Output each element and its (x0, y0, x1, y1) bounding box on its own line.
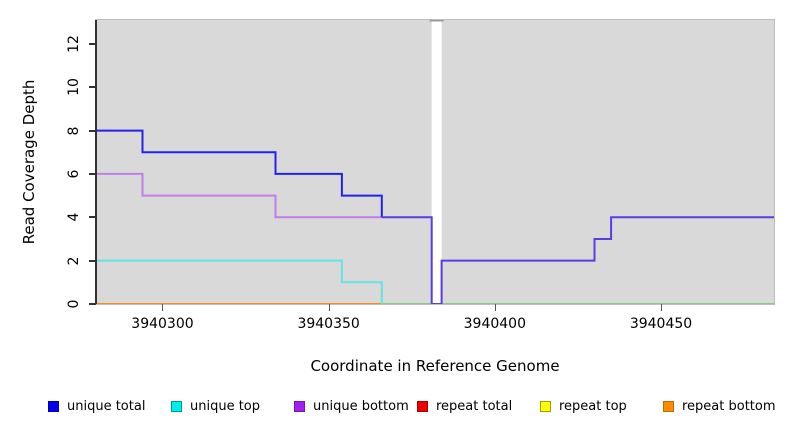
series-line-unique-bottom-left (96, 172, 382, 219)
series-line-unique-total-right-overlap (381, 216, 774, 304)
gap-top-cap (429, 20, 444, 22)
y-axis-title-text: Read Coverage Depth (20, 79, 38, 245)
x-tick-label: 3940450 (629, 316, 693, 332)
x-tick-label: 3940300 (131, 316, 194, 332)
legend-item-unique-top: unique top (171, 399, 294, 414)
y-tick-label-text: 2 (66, 256, 82, 266)
legend-label: unique total (67, 399, 146, 414)
y-tick-mark (89, 216, 96, 219)
legend-swatch-unique-top-icon (171, 401, 182, 412)
y-tick-label-text: 6 (66, 169, 82, 179)
y-tick-label-text: 10 (66, 78, 82, 97)
series-line-unique-top-left (96, 259, 383, 304)
coverage-plot-svg (96, 20, 774, 304)
y-axis-line (95, 20, 97, 304)
legend-label: repeat bottom (682, 399, 776, 414)
y-tick-mark (89, 42, 96, 45)
x-tick-mark (494, 304, 496, 311)
y-tick-mark (89, 303, 96, 305)
legend: unique total unique top unique bottom repea… (48, 399, 786, 414)
y-tick-label-text: 4 (66, 212, 82, 222)
legend-label: repeat top (559, 399, 627, 414)
y-tick-label-text: 0 (66, 299, 82, 309)
x-tick-mark (661, 304, 662, 311)
legend-swatch-repeat-top-icon (540, 401, 551, 412)
x-axis-title: Coordinate in Reference Genome (310, 357, 560, 375)
legend-item-repeat-top: repeat top (540, 399, 663, 414)
y-tick-mark (89, 259, 96, 262)
plot-area (95, 19, 775, 305)
y-tick-mark (89, 129, 96, 132)
x-tick-mark (328, 304, 330, 311)
legend-item-unique-total: unique total (48, 399, 171, 414)
legend-label: unique top (190, 399, 261, 414)
no-data-gap-band (431, 20, 442, 304)
x-tick-label: 3940350 (297, 316, 360, 332)
legend-swatch-repeat-total-icon (417, 401, 428, 412)
legend-label: repeat total (436, 399, 513, 414)
series-line-unique-total-left (96, 129, 383, 218)
legend-item-repeat-total: repeat total (417, 399, 540, 414)
legend-swatch-unique-bottom-icon (294, 401, 305, 412)
legend-item-repeat-bottom: repeat bottom (663, 399, 786, 414)
x-tick-mark (162, 304, 164, 311)
y-tick-label-text: 8 (66, 126, 82, 136)
legend-swatch-repeat-bottom-icon (663, 401, 674, 412)
x-tick-label: 3940400 (463, 316, 526, 332)
y-tick-label-text: 12 (66, 34, 82, 53)
y-tick-mark (89, 172, 96, 175)
legend-item-unique-bottom: unique bottom (294, 399, 417, 414)
legend-swatch-unique-total-icon (48, 401, 59, 412)
y-tick-mark (89, 86, 96, 89)
legend-label: unique bottom (313, 399, 409, 414)
